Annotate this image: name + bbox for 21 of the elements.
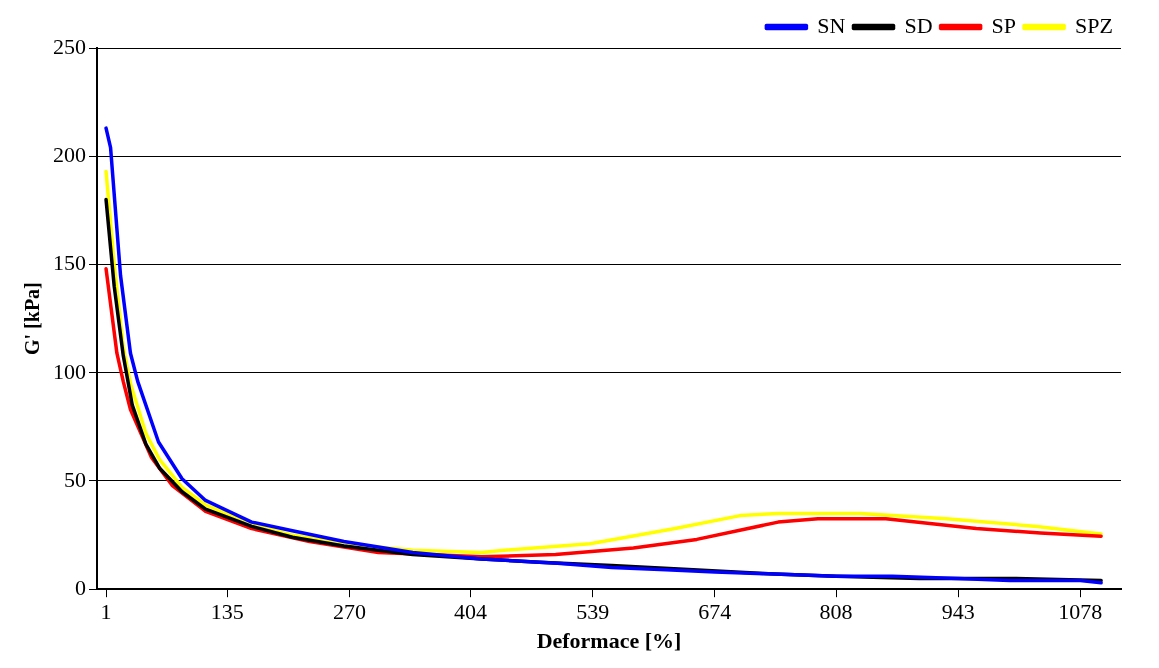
x-tick-label: 539 [576, 599, 610, 625]
legend-label: SN [817, 12, 846, 38]
x-tick-label: 943 [941, 599, 975, 625]
y-axis-title: G' [kPa] [21, 282, 44, 355]
y-tick-label: 200 [53, 142, 86, 168]
legend-label: SD [904, 12, 933, 38]
y-tick-label: 0 [75, 574, 86, 600]
x-tick-label: 135 [210, 599, 244, 625]
x-tick-label: 270 [332, 599, 366, 625]
x-tick-label: 404 [454, 599, 488, 625]
x-tick-label: 674 [698, 599, 732, 625]
legend-label: SPZ [1075, 12, 1114, 38]
y-tick-label: 50 [64, 466, 86, 492]
y-tick-label: 250 [53, 33, 86, 59]
x-tick-label: 808 [819, 599, 853, 625]
x-tick-label: 1 [100, 599, 112, 625]
legend-label: SP [991, 12, 1017, 38]
y-tick-label: 150 [53, 250, 86, 276]
x-tick-label: 1078 [1058, 599, 1103, 625]
y-tick-label: 100 [53, 358, 86, 384]
x-axis-title: Deformace [%] [536, 628, 682, 654]
